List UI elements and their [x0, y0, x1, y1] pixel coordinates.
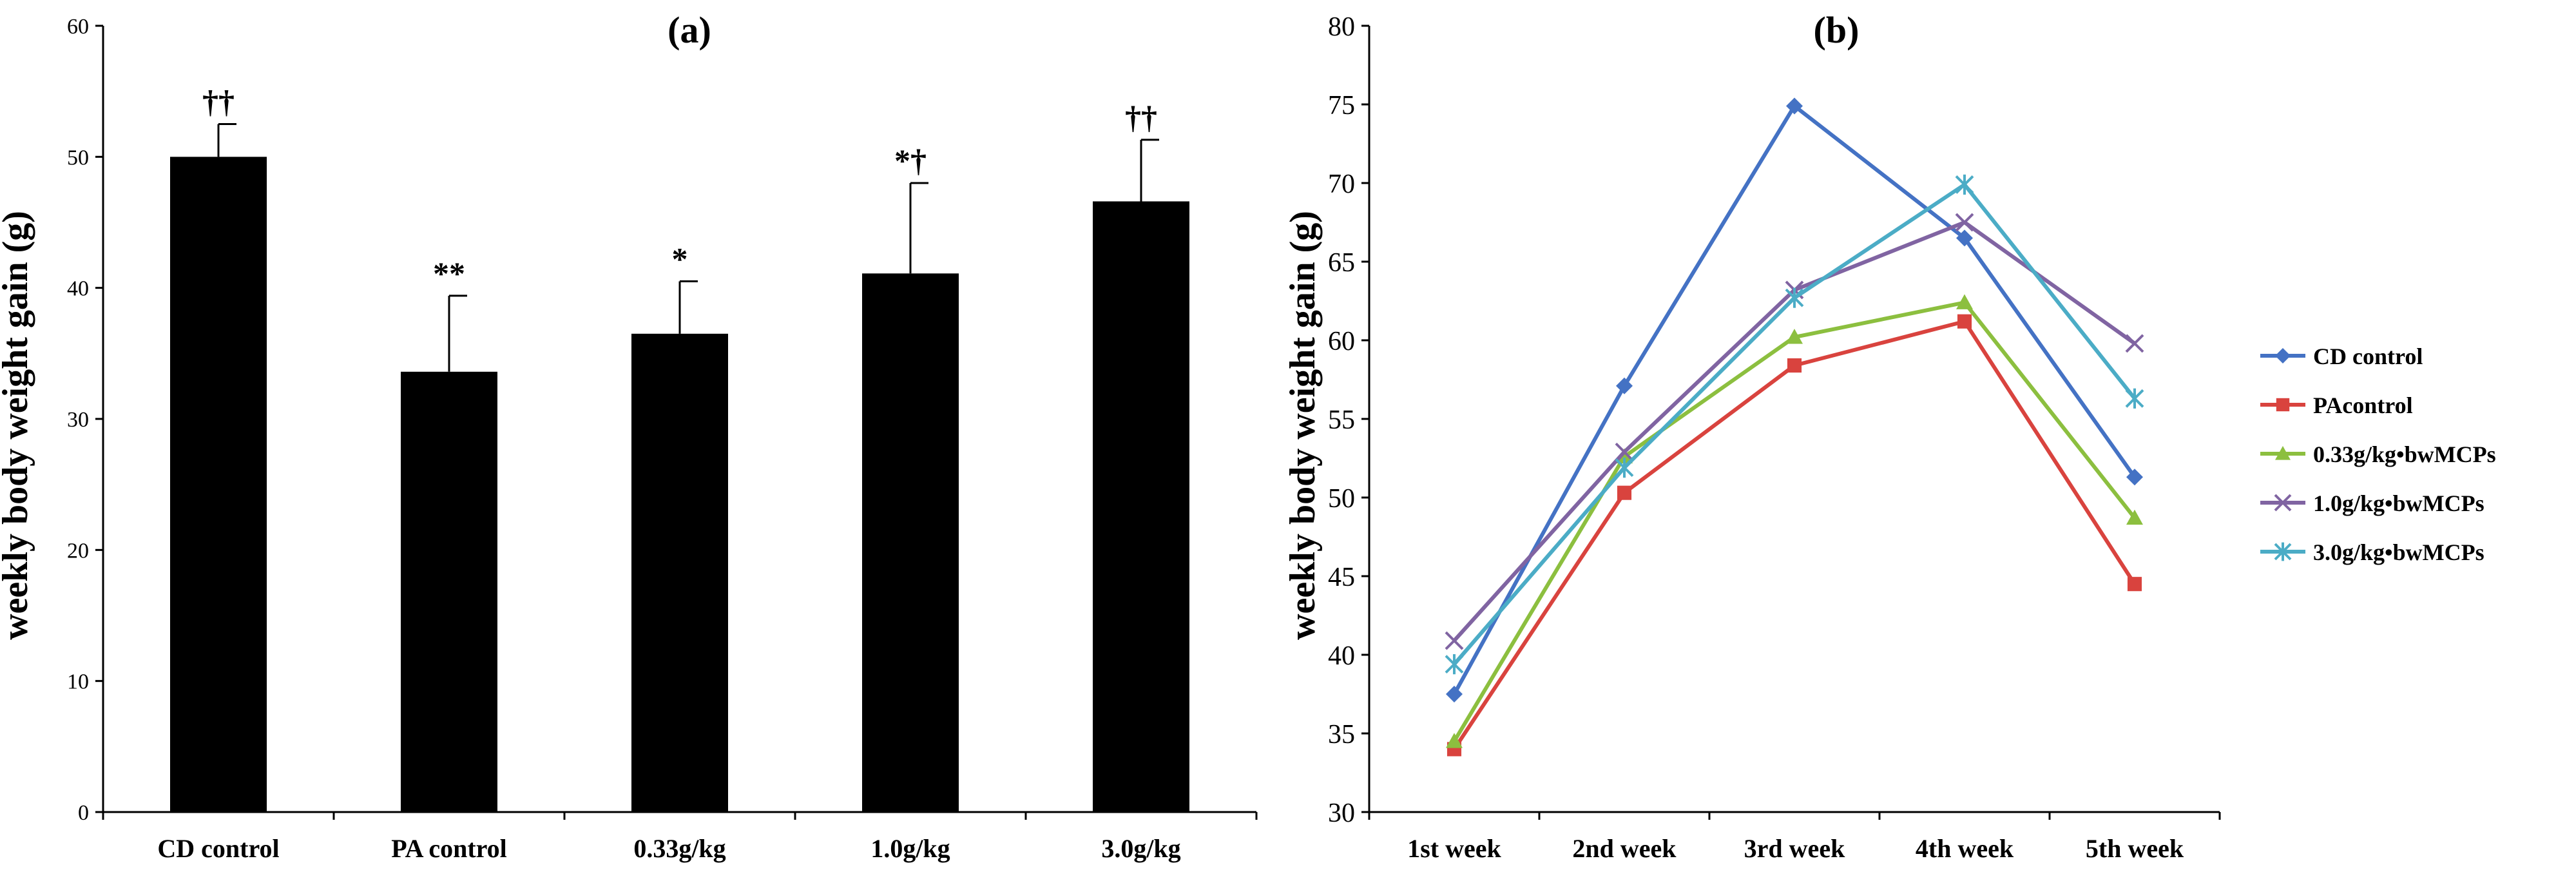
significance-label: ** — [433, 255, 465, 291]
series-line — [1452, 319, 2137, 751]
line-chart-y-axis-label: weekly body weight gain (g) — [1283, 211, 1323, 640]
data-point — [1615, 458, 1634, 478]
data-point — [1955, 213, 1974, 232]
y-tick-label: 60 — [1328, 327, 1355, 356]
legend-item: 0.33g/kg•bwMCPs — [2260, 441, 2496, 467]
category-label: 4th week — [1916, 834, 2014, 863]
y-tick-label: 40 — [67, 277, 89, 301]
data-point — [1446, 733, 1463, 748]
line-chart-y-ticks: 30 35 40 45 50 55 60 65 70 75 80 — [1328, 12, 1369, 828]
category-label: 1.0g/kg — [870, 834, 950, 863]
y-tick-label: 40 — [1328, 641, 1355, 671]
series-5 — [1445, 174, 2144, 675]
data-point — [2274, 542, 2292, 561]
series-line — [1452, 220, 2136, 643]
legend-label: 0.33g/kg•bwMCPs — [2313, 441, 2496, 467]
y-tick-label: 55 — [1328, 405, 1355, 435]
legend-label: 1.0g/kg•bwMCPs — [2313, 490, 2485, 516]
data-point — [2127, 577, 2142, 592]
data-point — [2125, 388, 2144, 409]
data-point — [2274, 494, 2292, 512]
legend-item: 3.0g/kg•bwMCPs — [2260, 539, 2485, 565]
y-tick-label: 80 — [1328, 12, 1355, 42]
category-label: 2nd week — [1572, 834, 1677, 863]
bar-chart-y-ticks: 0 10 20 30 40 50 60 — [67, 15, 103, 825]
significance-label: * — [672, 241, 688, 277]
bar — [631, 333, 728, 812]
legend-label: 3.0g/kg•bwMCPs — [2313, 539, 2485, 565]
y-tick-label: 30 — [67, 408, 89, 432]
data-point — [2276, 398, 2290, 412]
line-chart-series — [1445, 97, 2144, 757]
data-point — [1445, 631, 1464, 650]
line-chart-categories: 1st week 2nd week 3rd week 4th week 5th week — [1368, 812, 2221, 863]
category-label: 3rd week — [1744, 834, 1845, 863]
data-point — [2275, 348, 2291, 363]
series-1 — [1446, 97, 2143, 702]
significance-label: †† — [1125, 99, 1157, 135]
y-tick-label: 50 — [1328, 484, 1355, 514]
category-label: 1st week — [1407, 834, 1501, 863]
bar-chart-categories: CD control PA control 0.33g/kg 1.0g/kg 3.0g/… — [102, 812, 1258, 863]
y-tick-label: 50 — [67, 146, 89, 169]
line-chart-panel: (b) weekly body weight gain (g) 30 35 40 45… — [1283, 9, 2496, 863]
data-point — [1956, 294, 1973, 309]
data-point — [1956, 229, 1973, 247]
data-point — [1787, 358, 1802, 373]
category-label: 5th week — [2086, 834, 2184, 863]
y-tick-label: 60 — [67, 15, 89, 39]
data-point — [1616, 377, 1633, 394]
y-tick-label: 20 — [67, 539, 89, 563]
data-point — [1957, 314, 1972, 329]
significance-label: †† — [202, 84, 235, 120]
data-point — [1617, 485, 1632, 500]
bar-chart-title: (a) — [668, 9, 711, 51]
data-point — [2126, 509, 2143, 525]
y-tick-label: 45 — [1328, 563, 1355, 592]
data-point — [2275, 446, 2291, 460]
bar — [170, 157, 267, 813]
data-point — [2126, 469, 2143, 486]
data-point — [1786, 97, 1803, 115]
legend-label: PAcontrol — [2313, 392, 2413, 418]
y-tick-label: 0 — [78, 801, 89, 825]
data-point — [1616, 448, 1633, 463]
legend-item: CD control — [2260, 344, 2423, 369]
legend-item: PAcontrol — [2260, 392, 2413, 418]
data-point — [1446, 686, 1463, 702]
data-point — [1785, 287, 1804, 308]
bar — [401, 371, 497, 812]
series-2 — [1447, 314, 2142, 757]
bar — [1093, 201, 1189, 812]
bar-chart-bars: ††** **††† — [170, 84, 1189, 813]
data-point — [1615, 442, 1634, 461]
legend-item: 1.0g/kg•bwMCPs — [2260, 490, 2485, 516]
series-3 — [1446, 294, 2143, 748]
data-point — [1445, 654, 1464, 675]
bar-chart-panel: (a) weekly body weight gain (g) 0 10 20 30 4… — [0, 9, 1258, 863]
significance-label: *† — [894, 142, 927, 179]
data-point — [2125, 334, 2144, 353]
y-tick-label: 30 — [1328, 799, 1355, 828]
bar — [862, 273, 959, 812]
line-chart-title: (b) — [1814, 9, 1860, 51]
data-point — [1786, 329, 1803, 344]
series-line — [1452, 104, 2137, 695]
y-tick-label: 10 — [67, 670, 89, 694]
y-tick-label: 70 — [1328, 169, 1355, 199]
category-label: CD control — [157, 834, 279, 863]
y-tick-label: 35 — [1328, 720, 1355, 750]
category-label: 0.33g/kg — [633, 834, 726, 863]
y-tick-label: 75 — [1328, 91, 1355, 121]
category-label: PA control — [391, 834, 507, 863]
bar-chart-y-axis-label: weekly body weight gain (g) — [0, 211, 35, 640]
data-point — [1955, 174, 1974, 195]
line-chart-legend: CD control PAcontrol 0.33g/kg•bwMCPs 1.0g/k… — [2260, 344, 2496, 565]
legend-label: CD control — [2313, 344, 2423, 369]
category-label: 3.0g/kg — [1101, 834, 1180, 863]
y-tick-label: 65 — [1328, 248, 1355, 278]
